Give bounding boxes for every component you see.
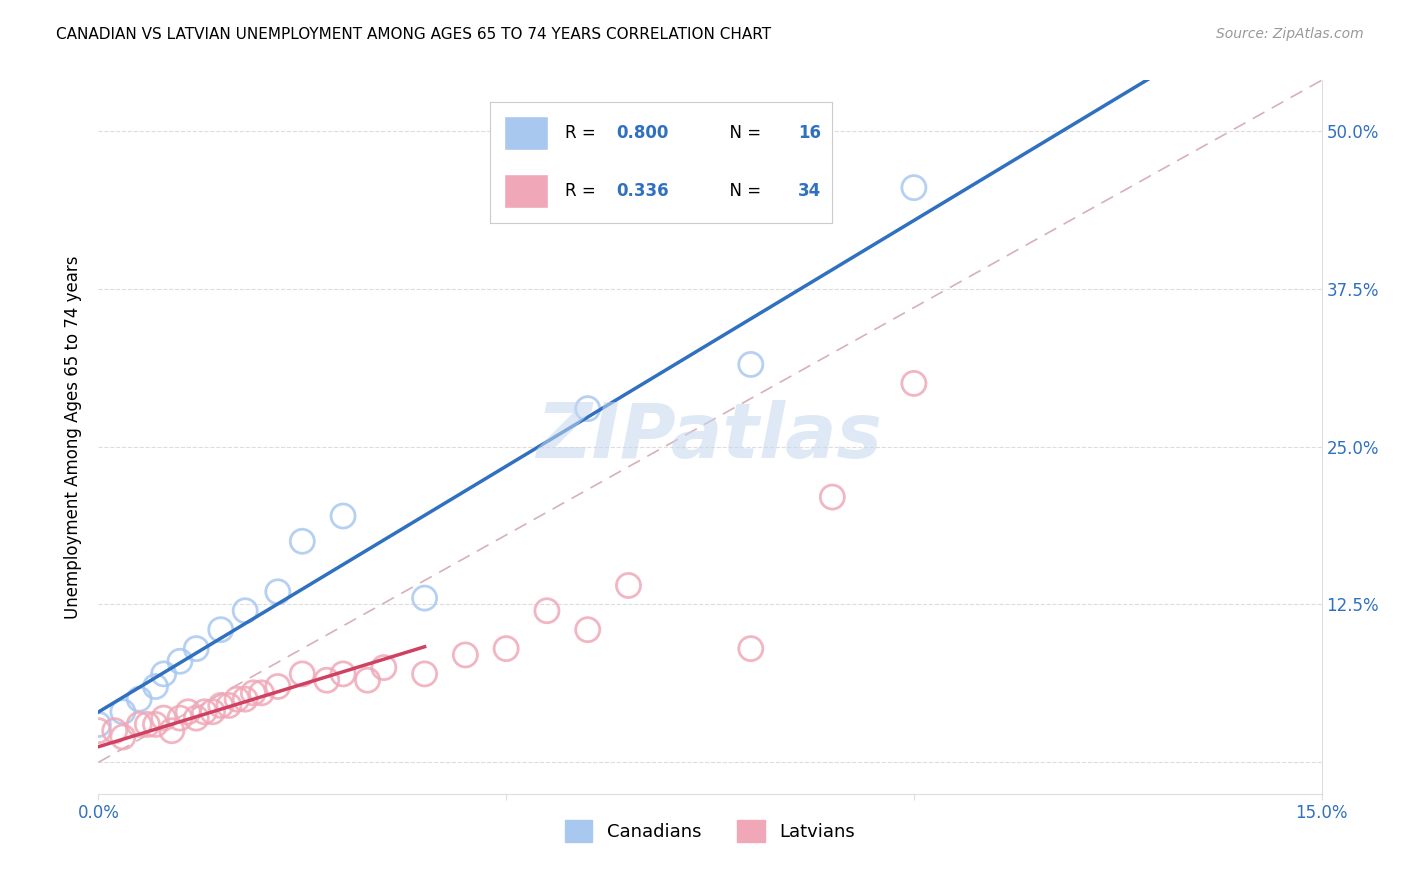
Point — [169, 654, 191, 668]
Point — [233, 604, 256, 618]
Point — [413, 591, 436, 606]
Point — [821, 490, 844, 504]
Point — [332, 666, 354, 681]
Point — [740, 641, 762, 656]
Point — [242, 686, 264, 700]
Point — [233, 692, 256, 706]
Point — [250, 686, 273, 700]
Point — [128, 717, 150, 731]
Point — [267, 680, 290, 694]
Point — [495, 641, 517, 656]
Text: CANADIAN VS LATVIAN UNEMPLOYMENT AMONG AGES 65 TO 74 YEARS CORRELATION CHART: CANADIAN VS LATVIAN UNEMPLOYMENT AMONG A… — [56, 27, 772, 42]
Point — [413, 666, 436, 681]
Point — [315, 673, 337, 688]
Point — [454, 648, 477, 662]
Point — [903, 180, 925, 194]
Point — [186, 641, 208, 656]
Point — [267, 584, 290, 599]
Point — [193, 705, 215, 719]
Point — [226, 692, 249, 706]
Point — [201, 705, 224, 719]
Point — [145, 717, 167, 731]
Point — [152, 666, 174, 681]
Point — [111, 730, 134, 744]
Point — [128, 692, 150, 706]
Point — [104, 723, 127, 738]
Point — [903, 376, 925, 391]
Point — [177, 705, 200, 719]
Point — [291, 534, 314, 549]
Point — [160, 723, 183, 738]
Y-axis label: Unemployment Among Ages 65 to 74 years: Unemployment Among Ages 65 to 74 years — [63, 255, 82, 619]
Point — [209, 698, 232, 713]
Point — [152, 711, 174, 725]
Point — [87, 723, 110, 738]
Point — [617, 578, 640, 592]
Point — [209, 623, 232, 637]
Point — [218, 698, 240, 713]
Legend: Canadians, Latvians: Canadians, Latvians — [558, 813, 862, 849]
Text: ZIPatlas: ZIPatlas — [537, 401, 883, 474]
Point — [576, 401, 599, 416]
Point — [332, 508, 354, 523]
Point — [291, 666, 314, 681]
Point — [576, 623, 599, 637]
Point — [169, 711, 191, 725]
Point — [356, 673, 378, 688]
Point — [111, 705, 134, 719]
Point — [186, 711, 208, 725]
Point — [87, 717, 110, 731]
Point — [373, 660, 395, 674]
Point — [145, 680, 167, 694]
Point — [536, 604, 558, 618]
Point — [136, 717, 159, 731]
Text: Source: ZipAtlas.com: Source: ZipAtlas.com — [1216, 27, 1364, 41]
Point — [740, 358, 762, 372]
